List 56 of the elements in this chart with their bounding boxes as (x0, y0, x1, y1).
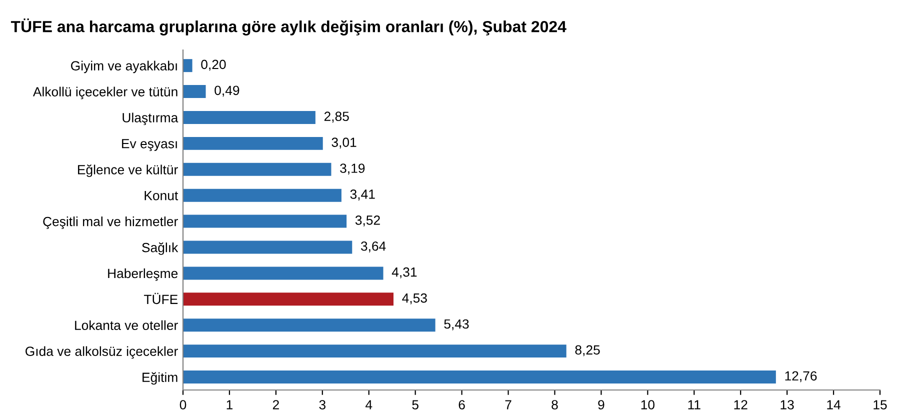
data-label: 3,64 (360, 241, 386, 252)
bar (183, 85, 206, 98)
data-label: 3,52 (355, 215, 380, 226)
data-label: 3,41 (350, 190, 375, 200)
y-tick-label: Eğlence ve kültür (78, 164, 178, 177)
bar (183, 214, 347, 228)
bar (183, 110, 316, 124)
x-tick-label: 10 (641, 400, 654, 410)
bar (183, 318, 436, 332)
y-tick-label: Alkollü içecekler ve tütün (32, 86, 178, 100)
x-tick-label: 7 (505, 400, 512, 410)
x-tick-label: 12 (734, 400, 748, 410)
bar (183, 240, 352, 254)
x-tick-label: 5 (412, 400, 418, 410)
x-tick-label: 14 (827, 400, 840, 410)
bar (183, 162, 332, 176)
y-tick-label: Konut (144, 191, 178, 200)
x-tick-label: 6 (458, 400, 465, 410)
y-tick-label: TÜFE (144, 292, 178, 304)
x-tick-label: 13 (780, 400, 794, 410)
bar (183, 370, 776, 384)
x-tick-label: 15 (874, 400, 887, 410)
y-tick-label: Giyim ve ayakkabı (71, 60, 177, 74)
y-tick-label: Ulaştırma (122, 112, 178, 126)
y-tick-label: Eğitim (142, 372, 178, 385)
x-tick-label: 8 (552, 400, 558, 410)
bar (183, 292, 394, 306)
x-tick-label: 11 (688, 400, 700, 410)
data-label: 3,01 (332, 138, 356, 149)
x-tick-label: 4 (366, 400, 372, 410)
x-tick-label: 1 (226, 400, 232, 410)
bar (183, 136, 323, 150)
data-label: 0,49 (214, 86, 240, 97)
x-tick-label: 9 (598, 400, 604, 410)
data-label: 0,20 (201, 60, 226, 71)
bar (183, 188, 342, 202)
data-label: 3,19 (340, 164, 365, 174)
data-label: 5,43 (444, 319, 469, 330)
y-tick-label: Lokanta ve oteller (75, 320, 178, 330)
y-tick-label: Haberleşme (108, 268, 178, 281)
y-tick-label: Gıda ve alkolsüz içecekler (26, 346, 178, 359)
data-label: 4,53 (402, 293, 427, 304)
bar (183, 59, 192, 72)
data-label: 2,85 (324, 112, 349, 123)
y-tick-label: Sağlık (142, 242, 178, 255)
bar (183, 266, 384, 280)
x-tick-label: 3 (319, 400, 326, 410)
chart-title: TÜFE ana harcama gruplarına göre aylık değişim oranları (%), Şubat 2024 (10, 18, 566, 36)
data-label: 4,31 (392, 267, 417, 278)
x-tick-label: 2 (272, 400, 279, 410)
data-label: 12,76 (785, 371, 817, 382)
data-label: 8,25 (575, 345, 600, 356)
x-tick-label: 0 (180, 400, 186, 410)
bar (183, 344, 566, 358)
y-tick-label: Çeşitli mal ve hizmetler (43, 216, 178, 229)
y-tick-label: Ev eşyası (122, 139, 177, 151)
